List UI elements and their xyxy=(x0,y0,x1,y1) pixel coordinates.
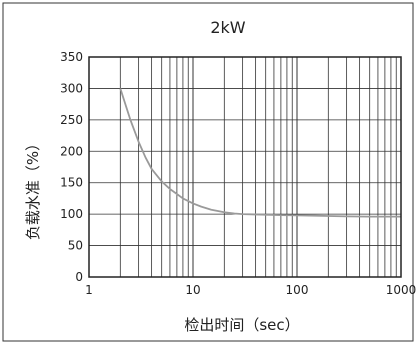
x-tick-label: 100 xyxy=(286,283,309,297)
y-tick-label: 350 xyxy=(60,50,83,64)
y-axis-title: 负载水准（%） xyxy=(24,136,42,240)
x-tick-label: 1000 xyxy=(386,283,416,297)
y-tick-label: 150 xyxy=(60,176,83,190)
y-tick-label: 100 xyxy=(60,207,83,221)
series-layer xyxy=(119,88,401,218)
grid-lines xyxy=(89,57,401,277)
chart-border xyxy=(2,2,414,342)
y-tick-label: 0 xyxy=(75,270,83,284)
x-tick-label: 10 xyxy=(185,283,200,297)
y-tick-label: 200 xyxy=(60,144,83,158)
series-line xyxy=(119,88,401,218)
x-axis-title: 检出时间（sec） xyxy=(184,316,299,334)
plot-frame xyxy=(88,56,402,278)
tick-labels: 0 50 100 150 200 250 300 350 1 10 100 1000 xyxy=(60,50,416,297)
x-tick-label: 1 xyxy=(85,283,93,297)
y-tick-label: 50 xyxy=(68,239,83,253)
y-tick-label: 300 xyxy=(60,81,83,95)
y-tick-label: 250 xyxy=(60,113,83,127)
chart-title: 2kW xyxy=(210,18,245,37)
